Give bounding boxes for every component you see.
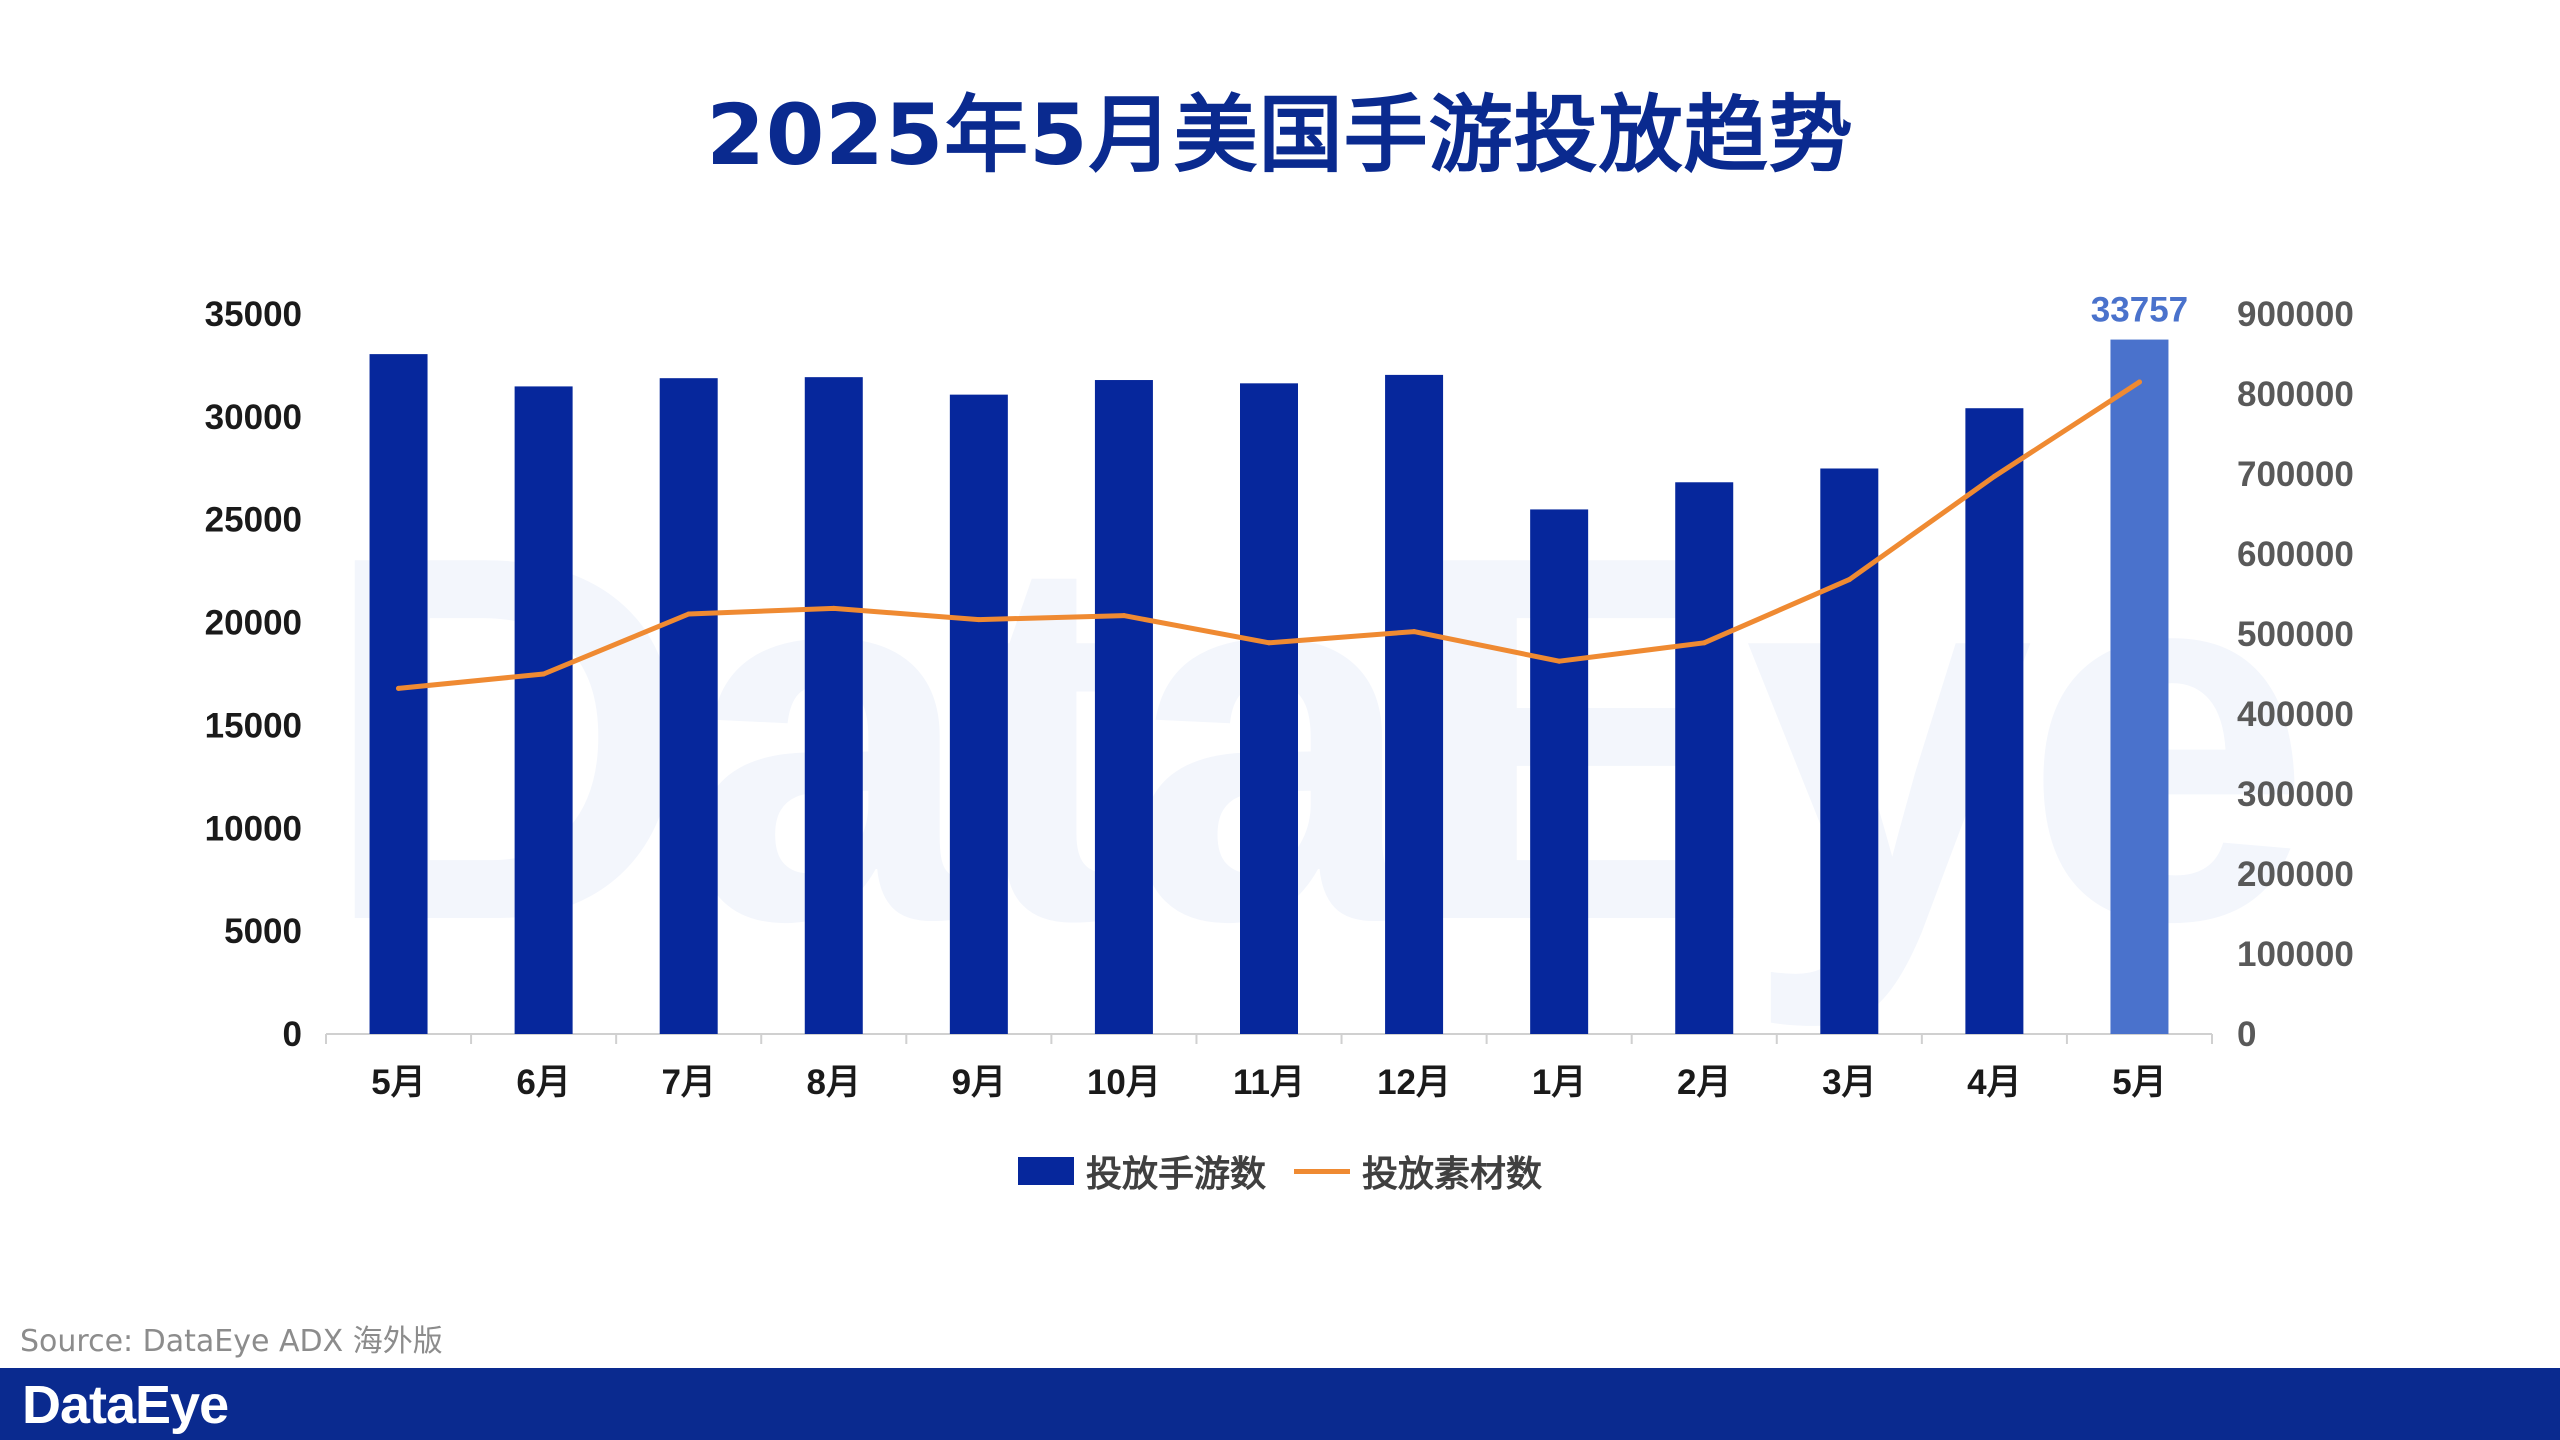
y-right-tick-label: 300000 (2237, 775, 2354, 814)
x-tick-label: 1月 (1532, 1063, 1586, 1102)
x-tick-label: 4月 (1967, 1063, 2021, 1102)
x-tick-label: 2月 (1677, 1063, 1731, 1102)
legend-swatch-line (1294, 1168, 1350, 1174)
bar-投放手游数 (804, 377, 863, 1034)
bar-投放手游数 (1240, 383, 1298, 1035)
line-point (976, 617, 982, 623)
y-left-tick-label: 10000 (205, 809, 302, 848)
x-tick-label: 5月 (371, 1063, 425, 1102)
y-left-tick-label: 5000 (224, 912, 302, 951)
line-point (1411, 629, 1417, 635)
x-tick-label: 12月 (1377, 1063, 1451, 1102)
bar-投放手游数 (2110, 339, 2169, 1034)
legend-item-bar: 投放手游数 (1017, 1145, 1266, 1197)
line-point (1701, 640, 1707, 646)
y-right-tick-label: 700000 (2237, 455, 2354, 494)
y-right-tick-label: 200000 (2237, 855, 2354, 894)
x-tick-label: 10月 (1087, 1063, 1161, 1102)
legend-item-line: 投放素材数 (1294, 1145, 1542, 1197)
line-point (686, 611, 692, 617)
x-tick-label: 8月 (807, 1063, 861, 1102)
bar-投放手游数 (1675, 482, 1734, 1034)
line-point (2136, 379, 2142, 385)
x-tick-label: 3月 (1822, 1063, 1876, 1102)
x-tick-label: 9月 (952, 1063, 1006, 1102)
line-point (1266, 640, 1272, 646)
bar-投放手游数 (1385, 374, 1444, 1034)
bar-投放手游数 (949, 394, 1008, 1034)
line-point (1121, 613, 1127, 619)
y-right-tick-label: 0 (2237, 1015, 2256, 1054)
line-point (1991, 473, 1997, 479)
y-right-tick-label: 400000 (2237, 695, 2354, 734)
x-tick-label: 6月 (516, 1063, 570, 1102)
y-right-tick-label: 500000 (2237, 615, 2354, 654)
bar-投放手游数 (659, 378, 718, 1034)
bar-投放手游数 (1965, 408, 2024, 1034)
y-left-tick-label: 30000 (205, 398, 302, 437)
bar-投放手游数 (369, 354, 428, 1035)
bar-投放手游数 (1530, 509, 1589, 1034)
y-left-tick-label: 15000 (205, 706, 302, 745)
y-left-tick-label: 25000 (205, 501, 302, 540)
bar-投放手游数 (1820, 468, 1879, 1034)
y-right-tick-label: 600000 (2237, 535, 2354, 574)
y-left-tick-label: 0 (283, 1015, 302, 1054)
bar-投放手游数 (514, 386, 573, 1034)
chart-title: 2025年5月美国手游投放趋势 (706, 86, 1854, 184)
line-point (396, 685, 402, 691)
x-tick-label: 7月 (661, 1063, 715, 1102)
bar-投放手游数 (1094, 380, 1153, 1034)
x-tick-label: 11月 (1233, 1063, 1305, 1102)
line-point (1556, 658, 1562, 664)
footer-logo: DataEye (22, 1375, 229, 1435)
footer-bar: DataEye (0, 1368, 2560, 1440)
y-left-tick-label: 20000 (205, 604, 302, 643)
data-label-highlight: 33757 (2091, 291, 2188, 330)
legend-swatch-bar (1017, 1157, 1074, 1185)
x-tick-label: 5月 (2112, 1063, 2166, 1102)
line-point (1846, 577, 1852, 583)
chart-legend: 投放手游数 投放素材数 (0, 1145, 2560, 1197)
legend-label-line: 投放素材数 (1362, 1154, 1543, 1195)
y-left-tick-label: 35000 (205, 295, 302, 334)
y-right-tick-label: 800000 (2237, 375, 2354, 414)
line-point (541, 671, 547, 677)
legend-label-bar: 投放手游数 (1085, 1154, 1266, 1195)
y-right-tick-label: 900000 (2237, 295, 2354, 334)
source-note: Source: DataEye ADX 海外版 (20, 1324, 443, 1359)
line-point (831, 605, 837, 611)
y-right-tick-label: 100000 (2237, 935, 2354, 974)
